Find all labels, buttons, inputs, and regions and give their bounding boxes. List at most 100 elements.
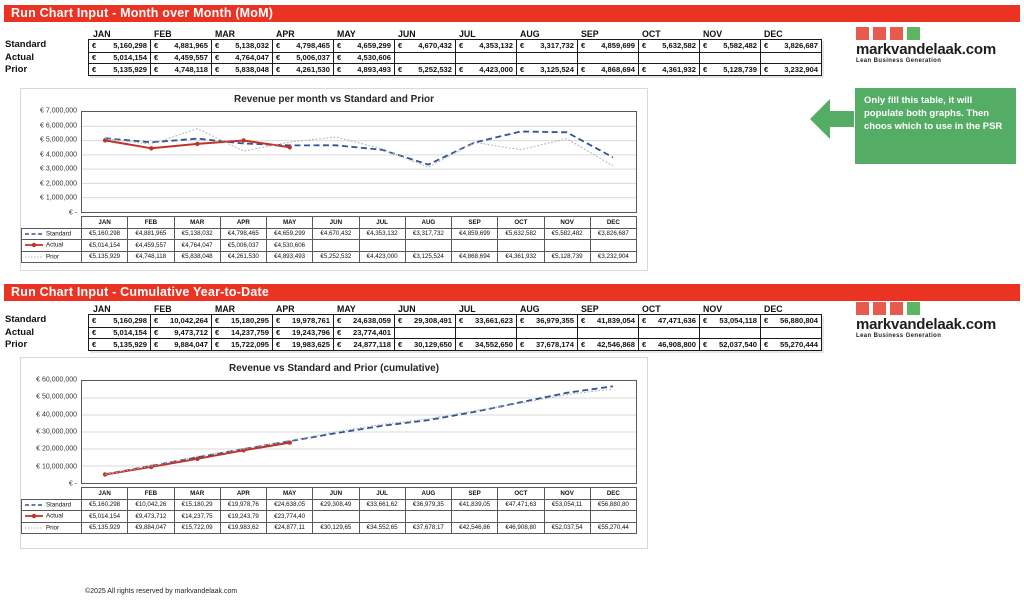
y-axis-label: € 60,000,000 (36, 376, 77, 384)
input-cell[interactable]: €5,838,048 (211, 63, 272, 75)
input-cell[interactable]: €4,361,932 (638, 63, 699, 75)
input-cell[interactable]: €15,180,295 (211, 315, 272, 327)
input-cell[interactable] (638, 51, 699, 63)
input-cell[interactable]: €36,979,355 (516, 315, 577, 327)
currency-symbol: € (337, 41, 342, 51)
input-cell[interactable]: €9,884,047 (150, 338, 211, 350)
input-cell[interactable]: €10,042,264 (150, 315, 211, 327)
input-cell[interactable]: €3,826,687 (760, 40, 821, 52)
input-cell[interactable]: €4,670,432 (394, 40, 455, 52)
input-cell[interactable]: €3,317,732 (516, 40, 577, 52)
input-cell[interactable]: €19,243,796 (272, 326, 333, 338)
input-cell[interactable]: €4,459,557 (150, 51, 211, 63)
chart-table-value: €34,552,65 (358, 521, 406, 534)
input-cell[interactable]: €56,880,804 (760, 315, 821, 327)
input-cell[interactable]: €19,978,761 (272, 315, 333, 327)
ytd-input-table: JAN FEB MAR APR MAY JUN JUL AUG SEP OCT NOV DEC €5,1… (88, 304, 822, 351)
input-cell[interactable] (760, 326, 821, 338)
input-cell[interactable]: €55,270,444 (760, 338, 821, 350)
input-cell[interactable]: €46,908,800 (638, 338, 699, 350)
input-cell[interactable]: €5,160,298 (89, 40, 150, 52)
input-cell[interactable] (394, 51, 455, 63)
month-label: DEC (589, 487, 638, 500)
input-cell[interactable] (699, 326, 760, 338)
input-cell[interactable]: €33,661,623 (455, 315, 516, 327)
input-cell[interactable]: €29,308,491 (394, 315, 455, 327)
cell-value: 15,722,095 (230, 339, 269, 349)
input-cell[interactable]: €34,552,650 (455, 338, 516, 350)
input-cell[interactable]: €4,659,299 (333, 40, 394, 52)
input-cell[interactable]: €30,129,650 (394, 338, 455, 350)
chart-plot-svg (82, 385, 636, 477)
input-cell[interactable] (455, 51, 516, 63)
input-cell[interactable]: €24,638,059 (333, 315, 394, 327)
logo-name: markvandelaak.com (856, 41, 997, 58)
input-cell[interactable]: €5,014,154 (89, 51, 150, 64)
input-cell[interactable]: €47,471,636 (638, 315, 699, 327)
input-cell[interactable]: €4,530,606 (333, 51, 394, 63)
input-cell[interactable]: €5,632,582 (638, 40, 699, 52)
currency-symbol: € (276, 339, 281, 349)
cell-value: 3,125,524 (540, 64, 574, 74)
currency-symbol: € (703, 41, 708, 51)
section-header-mom: Run Chart Input - Month over Month (MoM) (4, 5, 1020, 22)
input-cell[interactable]: €9,473,712 (150, 326, 211, 338)
chart-table-value: €5,160,298 (80, 498, 129, 511)
input-cell[interactable]: €19,983,625 (272, 338, 333, 350)
input-cell[interactable]: €37,678,174 (516, 338, 577, 350)
month-header: AUG (520, 304, 540, 314)
month-header-row: JAN FEB MAR APR MAY JUN JUL AUG SEP OCT NOV DEC (88, 29, 822, 39)
input-cell[interactable]: €53,054,118 (699, 315, 760, 327)
logo-tagline: Lean Business Generation (856, 333, 942, 339)
input-cell[interactable]: €5,160,298 (89, 315, 150, 327)
input-cell[interactable]: €52,037,540 (699, 338, 760, 350)
input-cell[interactable]: €3,125,524 (516, 63, 577, 75)
input-cell[interactable] (699, 51, 760, 63)
currency-symbol: € (703, 339, 708, 349)
series-marker-actual (149, 146, 154, 151)
input-cell[interactable]: €4,868,694 (577, 63, 638, 75)
input-cell[interactable] (638, 326, 699, 338)
input-cell[interactable]: €4,748,118 (150, 63, 211, 75)
input-cell[interactable]: €4,798,465 (272, 40, 333, 52)
input-cell[interactable]: €5,582,482 (699, 40, 760, 52)
input-cell[interactable]: €5,252,532 (394, 63, 455, 75)
input-cell[interactable]: €41,839,054 (577, 315, 638, 327)
cell-value: 55,270,444 (779, 339, 818, 349)
input-cell[interactable]: €15,722,095 (211, 338, 272, 350)
ytd-row-labels: Standard Actual Prior (5, 314, 46, 352)
month-header-row: JAN FEB MAR APR MAY JUN JUL AUG SEP OCT NOV DEC (88, 304, 822, 314)
input-cell[interactable]: €5,128,739 (699, 63, 760, 75)
input-cell[interactable]: €3,232,904 (760, 63, 821, 75)
input-cell[interactable]: €4,893,493 (333, 63, 394, 75)
chart-table-value: €5,160,298 (80, 227, 129, 240)
input-cell[interactable]: €42,546,868 (577, 338, 638, 350)
input-cell[interactable]: €4,261,530 (272, 63, 333, 75)
cell-value: 42,546,868 (596, 339, 635, 349)
currency-symbol: € (92, 316, 97, 326)
input-cell[interactable]: €5,138,032 (211, 40, 272, 52)
input-cell[interactable] (516, 51, 577, 63)
input-cell[interactable] (394, 326, 455, 338)
input-cell[interactable]: €4,423,000 (455, 63, 516, 75)
input-cell[interactable] (455, 326, 516, 338)
input-cell[interactable]: €24,877,118 (333, 338, 394, 350)
input-cell[interactable] (760, 51, 821, 63)
input-cell[interactable]: €5,135,929 (89, 338, 150, 350)
legend-label: Prior (46, 524, 60, 532)
input-cell[interactable]: €23,774,401 (333, 326, 394, 338)
input-cell[interactable]: €14,237,759 (211, 326, 272, 338)
input-cell[interactable]: €5,135,929 (89, 63, 150, 75)
input-cell[interactable]: €5,006,037 (272, 51, 333, 63)
input-cell[interactable] (516, 326, 577, 338)
chart-table-value: €5,138,032 (173, 227, 221, 240)
input-cell[interactable]: €4,881,965 (150, 40, 211, 52)
month-label: OCT (497, 216, 545, 229)
month-header: APR (276, 304, 295, 314)
input-cell[interactable]: €4,859,699 (577, 40, 638, 52)
input-cell[interactable]: €5,014,154 (89, 326, 150, 339)
input-cell[interactable] (577, 326, 638, 338)
input-cell[interactable]: €4,353,132 (455, 40, 516, 52)
input-cell[interactable] (577, 51, 638, 63)
input-cell[interactable]: €4,764,047 (211, 51, 272, 63)
